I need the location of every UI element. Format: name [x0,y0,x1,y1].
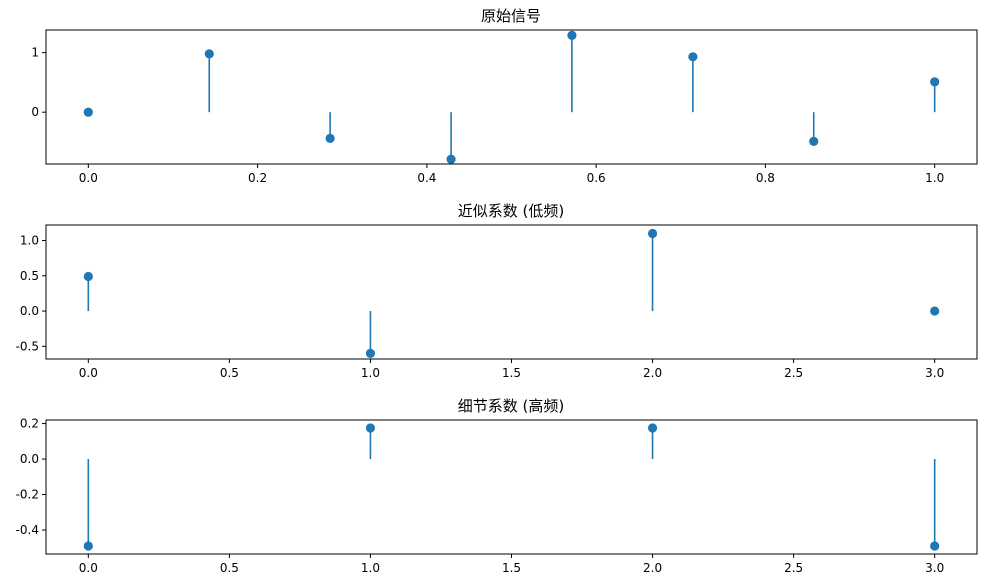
stem-marker [365,423,376,433]
stem-marker [647,423,658,433]
x-tick-label: 2.0 [643,561,662,575]
x-tick-label: 0.0 [79,171,98,185]
x-tick-label: 1.0 [361,561,380,575]
x-tick-label: 0.8 [756,171,775,185]
axes-frame [45,224,978,360]
stem-marker [930,306,940,316]
stem-marker [83,107,93,117]
subplot-title: 近似系数 (低频) [458,202,564,220]
x-tick-label: 1.0 [925,171,944,185]
stem-marker [446,154,456,164]
y-tick-label: 0.0 [20,304,39,318]
y-tick-label: -0.2 [16,488,39,502]
stem-marker [930,541,940,551]
stem-marker [83,541,93,551]
subplot-detail-coefficients: 细节系数 (高频) 0.0 0.5 1.0 1.5 2.0 2.5 3.0 -0.4 -0.2 0… [16,397,978,575]
stem-marker [325,133,335,143]
subplot-title: 细节系数 (高频) [458,397,564,415]
y-tick-label: 0.2 [20,417,39,431]
x-tick-label: 1.5 [502,366,521,380]
stem-marker [930,77,940,87]
axes-frame [45,419,978,555]
stem-marker [567,30,577,40]
y-tick-label: 0.0 [20,452,39,466]
axes-frame [45,29,978,165]
y-tick-label: 1 [31,46,39,60]
x-tick-label: 1.0 [361,366,380,380]
subplot-title: 原始信号 [481,7,541,25]
x-tick-label: 0.0 [79,561,98,575]
y-tick-label: 0 [31,105,39,119]
x-tick-label: 0.4 [417,171,436,185]
x-tick-label: 2.5 [784,561,803,575]
stem-marker [83,271,93,282]
x-tick-label: 0.6 [587,171,606,185]
y-tick-label: 0.5 [20,269,39,283]
y-tick-label: -0.5 [16,339,39,353]
x-tick-label: 0.2 [248,171,267,185]
stem-marker [647,228,658,239]
subplot-approximation-coefficients: 近似系数 (低频) 0.0 0.5 1.0 1.5 2.0 2.5 3.0 -0.5 0.0 0.… [16,202,978,380]
x-tick-label: 0.0 [79,366,98,380]
x-tick-label: 2.5 [784,366,803,380]
x-tick-label: 2.0 [643,366,662,380]
y-tick-label: 1.0 [20,234,39,248]
stem-marker [365,348,376,358]
subplot-original-signal: 原始信号 0.0 0.2 0.4 0.6 0.8 1.0 0 1 [31,7,978,185]
x-tick-label: 0.5 [220,366,239,380]
y-tick-label: -0.4 [16,523,39,537]
x-tick-label: 0.5 [220,561,239,575]
stem-marker [688,52,698,62]
x-tick-label: 3.0 [925,366,944,380]
x-tick-label: 3.0 [925,561,944,575]
stem-marker [809,136,819,146]
stem-marker [204,49,214,59]
x-tick-label: 1.5 [502,561,521,575]
